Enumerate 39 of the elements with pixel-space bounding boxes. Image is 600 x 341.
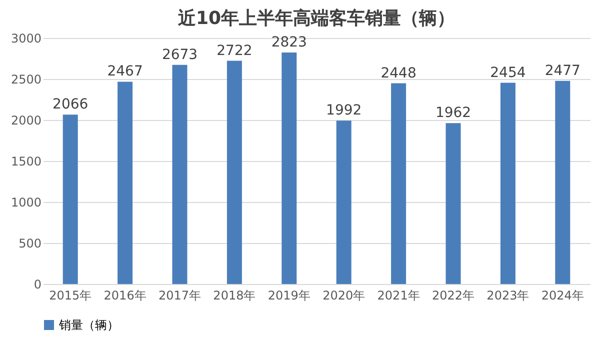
bar (172, 64, 188, 284)
y-tick-label: 1500 (10, 154, 42, 168)
x-tick-label: 2024年 (541, 288, 584, 302)
data-label: 2722 (216, 42, 252, 59)
y-tick-label: 500 (18, 236, 42, 250)
data-label: 2454 (490, 64, 526, 81)
x-tick-label: 2017年 (158, 288, 202, 302)
y-tick-label: 3000 (10, 32, 42, 46)
legend-label: 销量（辆） (58, 318, 119, 332)
x-tick-label: 2022年 (432, 288, 475, 302)
x-tick-label: 2020年 (322, 288, 366, 302)
y-tick-label: 1000 (10, 196, 42, 210)
data-label: 2477 (544, 62, 580, 79)
bar (391, 83, 406, 284)
y-tick-label: 2000 (10, 114, 42, 128)
x-tick-label: 2015年 (49, 288, 92, 302)
bar (118, 82, 133, 284)
y-tick-label: 2500 (10, 72, 42, 86)
x-tick-label: 2016年 (104, 288, 146, 302)
x-tick-label: 2019年 (268, 288, 310, 302)
bar (446, 123, 461, 284)
x-tick-label: 2023年 (486, 288, 530, 302)
y-tick-label: 0 (34, 278, 42, 292)
data-label: 1962 (435, 105, 472, 122)
data-label: 2823 (271, 34, 307, 51)
bar (226, 60, 242, 284)
data-label: 2448 (380, 65, 416, 82)
bar (500, 82, 516, 284)
data-label: 2066 (52, 96, 88, 113)
x-tick-label: 2021年 (377, 288, 420, 302)
bar (336, 120, 352, 284)
bar (62, 114, 78, 284)
bar (282, 52, 297, 284)
chart-title: 近10年上半年高端客车销量（辆） (176, 8, 456, 29)
bar (555, 80, 570, 284)
x-tick-label: 2018年 (213, 288, 256, 302)
data-label: 2673 (162, 46, 198, 63)
data-label: 1992 (326, 102, 362, 119)
data-label: 2467 (107, 64, 143, 80)
